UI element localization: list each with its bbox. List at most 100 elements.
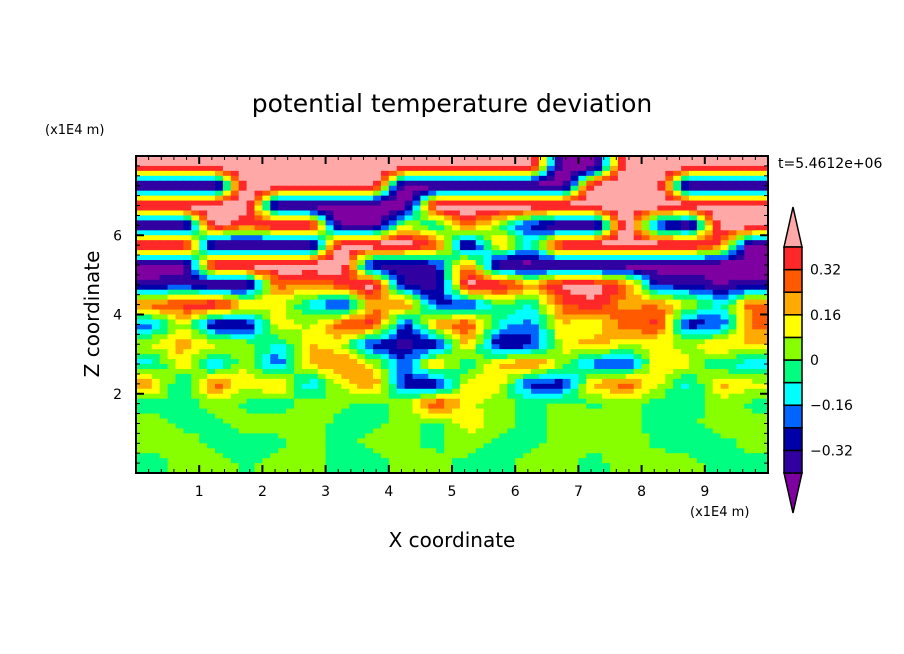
contour-cell bbox=[357, 359, 366, 365]
contour-cell bbox=[333, 344, 342, 350]
contour-cell bbox=[507, 200, 516, 207]
contour-cell bbox=[641, 453, 651, 459]
contour-cell bbox=[665, 359, 674, 365]
contour-cell bbox=[696, 423, 706, 430]
contour-cell bbox=[215, 245, 224, 251]
contour-cell bbox=[373, 250, 382, 256]
contour-cell bbox=[365, 433, 374, 439]
contour-cell bbox=[507, 359, 516, 365]
contour-cell bbox=[412, 156, 421, 162]
contour-cell bbox=[317, 190, 327, 197]
contour-cell bbox=[191, 463, 200, 469]
contour-cell bbox=[720, 309, 730, 316]
contour-cell bbox=[286, 433, 295, 439]
contour-cell bbox=[507, 368, 516, 375]
contour-cell bbox=[491, 388, 500, 395]
contour-cell bbox=[459, 393, 469, 400]
contour-cell bbox=[475, 170, 485, 177]
contour-cell bbox=[459, 428, 469, 434]
contour-cell bbox=[720, 428, 730, 434]
contour-cell bbox=[689, 289, 698, 296]
contour-cell bbox=[720, 255, 730, 261]
contour-cell bbox=[475, 388, 485, 395]
contour-cell bbox=[562, 165, 572, 172]
contour-cell bbox=[222, 230, 232, 236]
contour-cell bbox=[531, 398, 540, 405]
contour-cell bbox=[317, 175, 327, 182]
contour-cell bbox=[720, 319, 730, 325]
contour-cell bbox=[388, 255, 398, 261]
contour-cell bbox=[238, 165, 248, 172]
contour-cell bbox=[151, 314, 161, 321]
contour-cell bbox=[720, 160, 730, 167]
contour-cell bbox=[404, 448, 414, 454]
contour-cell bbox=[373, 458, 382, 464]
contour-cell bbox=[246, 180, 256, 187]
contour-cell bbox=[420, 398, 429, 405]
contour-cell bbox=[665, 364, 674, 370]
contour-cell bbox=[175, 279, 184, 286]
contour-cell bbox=[396, 210, 406, 217]
contour-cell bbox=[436, 210, 445, 217]
contour-cell bbox=[294, 398, 303, 405]
contour-cell bbox=[704, 304, 714, 311]
contour-cell bbox=[412, 349, 421, 355]
contour-cell bbox=[444, 220, 453, 226]
contour-cell bbox=[380, 423, 390, 430]
contour-cell bbox=[673, 413, 682, 420]
contour-cell bbox=[523, 438, 532, 444]
contour-cell bbox=[159, 284, 169, 291]
contour-cell bbox=[199, 289, 208, 296]
contour-cell bbox=[483, 220, 493, 226]
contour-cell bbox=[538, 294, 548, 301]
contour-cell bbox=[199, 319, 208, 325]
contour-cell bbox=[641, 205, 651, 212]
contour-cell bbox=[207, 418, 216, 425]
contour-cell bbox=[736, 428, 745, 434]
contour-cell bbox=[475, 373, 485, 380]
contour-cell bbox=[199, 418, 208, 425]
contour-cell bbox=[491, 190, 500, 197]
contour-cell bbox=[238, 359, 248, 365]
contour-cell bbox=[728, 453, 737, 459]
contour-cell bbox=[230, 339, 240, 345]
contour-cell bbox=[752, 413, 761, 420]
contour-cell bbox=[704, 190, 714, 197]
contour-cell bbox=[270, 448, 279, 454]
contour-cell bbox=[673, 383, 682, 390]
contour-cell bbox=[207, 220, 216, 226]
contour-cell bbox=[617, 334, 627, 340]
contour-cell bbox=[388, 200, 398, 207]
contour-cell bbox=[373, 383, 382, 390]
contour-cell bbox=[649, 378, 658, 385]
contour-cell bbox=[436, 264, 445, 271]
contour-cell bbox=[294, 349, 303, 355]
contour-cell bbox=[617, 373, 627, 380]
contour-cell bbox=[136, 433, 145, 439]
contour-cell bbox=[412, 195, 421, 202]
contour-cell bbox=[586, 284, 595, 291]
contour-cell bbox=[515, 160, 524, 167]
contour-cell bbox=[752, 245, 761, 251]
contour-cell bbox=[704, 230, 714, 236]
contour-cell bbox=[649, 185, 658, 192]
contour-cell bbox=[452, 309, 461, 316]
contour-cell bbox=[752, 230, 761, 236]
contour-cell bbox=[317, 250, 327, 256]
contour-cell bbox=[578, 453, 587, 459]
contour-cell bbox=[175, 170, 184, 177]
contour-cell bbox=[294, 304, 303, 311]
contour-cell bbox=[270, 443, 279, 449]
contour-cell bbox=[167, 220, 177, 226]
contour-cell bbox=[459, 200, 469, 207]
contour-cell bbox=[617, 269, 627, 276]
contour-cell bbox=[483, 309, 493, 316]
contour-cell bbox=[136, 220, 145, 226]
contour-cell bbox=[420, 324, 429, 330]
contour-cell bbox=[183, 458, 192, 464]
contour-cell bbox=[736, 314, 745, 321]
contour-cell bbox=[610, 235, 619, 241]
contour-cell bbox=[428, 329, 437, 335]
contour-cell bbox=[602, 250, 611, 256]
contour-cell bbox=[515, 413, 524, 420]
